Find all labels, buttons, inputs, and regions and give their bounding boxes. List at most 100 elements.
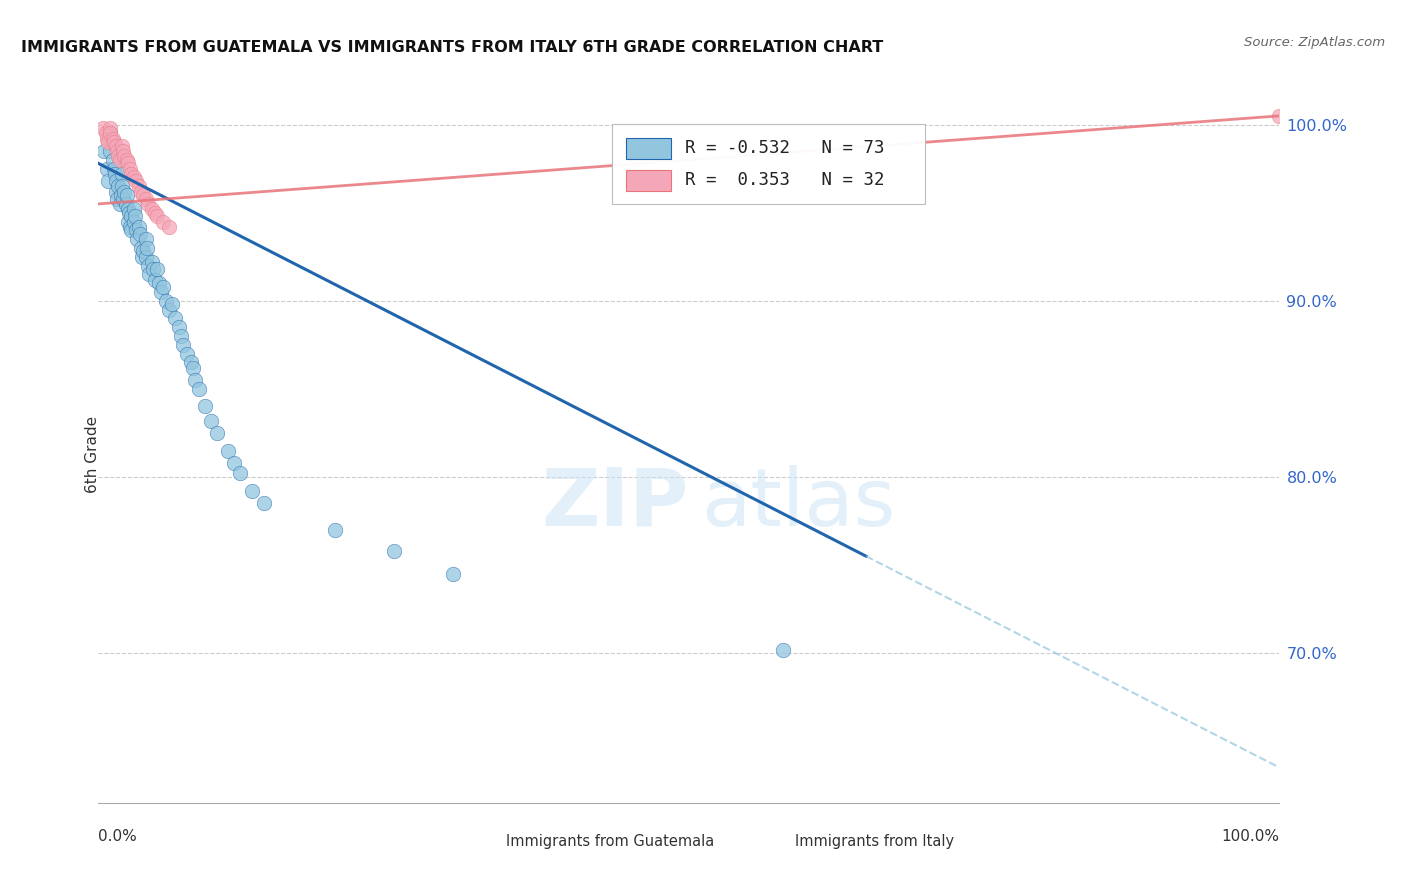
Point bbox=[128, 219, 150, 234]
Point bbox=[135, 192, 157, 206]
Text: ZIP: ZIP bbox=[541, 465, 689, 542]
Point bbox=[97, 174, 120, 188]
Point bbox=[323, 523, 346, 537]
Point bbox=[150, 285, 173, 299]
Point bbox=[97, 135, 120, 149]
FancyBboxPatch shape bbox=[612, 124, 925, 204]
Point bbox=[120, 219, 142, 234]
Point bbox=[98, 127, 121, 141]
Point bbox=[129, 241, 152, 255]
Point bbox=[187, 382, 209, 396]
Point bbox=[224, 456, 246, 470]
Text: Immigrants from Guatemala: Immigrants from Guatemala bbox=[506, 833, 714, 848]
Point bbox=[93, 144, 115, 158]
Point bbox=[108, 153, 131, 167]
Point bbox=[111, 167, 134, 181]
Point bbox=[96, 161, 118, 176]
Point bbox=[120, 161, 142, 176]
Point bbox=[98, 144, 121, 158]
Point bbox=[112, 149, 135, 163]
Point bbox=[229, 467, 252, 481]
Point bbox=[117, 214, 139, 228]
Point bbox=[122, 214, 145, 228]
Point bbox=[146, 262, 169, 277]
Point bbox=[107, 179, 129, 194]
Point bbox=[101, 132, 124, 146]
Point bbox=[184, 373, 207, 387]
Point bbox=[112, 144, 135, 158]
Point bbox=[146, 209, 169, 223]
Point bbox=[121, 223, 143, 237]
Point bbox=[103, 135, 125, 149]
Point bbox=[107, 149, 129, 163]
Point bbox=[1268, 109, 1291, 123]
Point bbox=[181, 360, 204, 375]
Point bbox=[240, 483, 263, 498]
Point bbox=[105, 185, 128, 199]
Point bbox=[98, 121, 121, 136]
Bar bbox=[626, 170, 671, 191]
Point bbox=[165, 311, 187, 326]
Point bbox=[136, 259, 159, 273]
Point bbox=[148, 276, 170, 290]
Point bbox=[131, 250, 153, 264]
Point bbox=[115, 153, 138, 167]
Point bbox=[125, 174, 148, 188]
Point bbox=[121, 167, 143, 181]
Point bbox=[105, 144, 128, 158]
Point bbox=[112, 185, 135, 199]
Point bbox=[98, 127, 121, 141]
Point bbox=[105, 174, 128, 188]
Point bbox=[108, 197, 131, 211]
Point bbox=[104, 167, 127, 181]
Point bbox=[135, 241, 157, 255]
Point bbox=[129, 185, 152, 199]
Point bbox=[122, 202, 145, 217]
Point bbox=[111, 138, 134, 153]
Point bbox=[132, 188, 155, 202]
Text: 100.0%: 100.0% bbox=[1222, 829, 1279, 844]
Point bbox=[127, 232, 149, 246]
Point bbox=[772, 642, 794, 657]
Text: R =  0.353   N = 32: R = 0.353 N = 32 bbox=[685, 171, 884, 189]
Point bbox=[142, 262, 165, 277]
Text: R = -0.532   N = 73: R = -0.532 N = 73 bbox=[685, 139, 884, 157]
Point bbox=[217, 443, 239, 458]
Point bbox=[180, 355, 202, 369]
Point bbox=[205, 425, 228, 440]
Point bbox=[117, 156, 139, 170]
Point bbox=[135, 250, 157, 264]
Point bbox=[441, 566, 464, 581]
Point bbox=[253, 496, 276, 510]
Point bbox=[103, 161, 125, 176]
Point bbox=[128, 179, 150, 194]
Point bbox=[125, 223, 148, 237]
Point bbox=[152, 214, 174, 228]
Text: Immigrants from Italy: Immigrants from Italy bbox=[796, 833, 955, 848]
Point bbox=[98, 132, 121, 146]
Point bbox=[118, 205, 141, 219]
Point bbox=[170, 329, 193, 343]
Point bbox=[176, 346, 198, 360]
Point bbox=[105, 138, 128, 153]
Y-axis label: 6th Grade: 6th Grade bbox=[86, 417, 100, 493]
Point bbox=[157, 302, 180, 317]
Point bbox=[101, 153, 124, 167]
Point bbox=[111, 179, 134, 194]
Point bbox=[141, 255, 163, 269]
Point bbox=[172, 338, 194, 352]
Point bbox=[122, 170, 145, 185]
Point bbox=[138, 268, 160, 282]
Text: atlas: atlas bbox=[700, 465, 896, 542]
Point bbox=[143, 205, 166, 219]
Point bbox=[128, 227, 150, 241]
Point bbox=[115, 188, 138, 202]
Point bbox=[105, 192, 128, 206]
Text: IMMIGRANTS FROM GUATEMALA VS IMMIGRANTS FROM ITALY 6TH GRADE CORRELATION CHART: IMMIGRANTS FROM GUATEMALA VS IMMIGRANTS … bbox=[21, 40, 883, 55]
Text: Source: ZipAtlas.com: Source: ZipAtlas.com bbox=[1244, 36, 1385, 49]
Point bbox=[132, 244, 155, 259]
Point bbox=[117, 202, 139, 217]
Point bbox=[136, 197, 159, 211]
Point bbox=[167, 320, 190, 334]
Point bbox=[200, 413, 222, 427]
